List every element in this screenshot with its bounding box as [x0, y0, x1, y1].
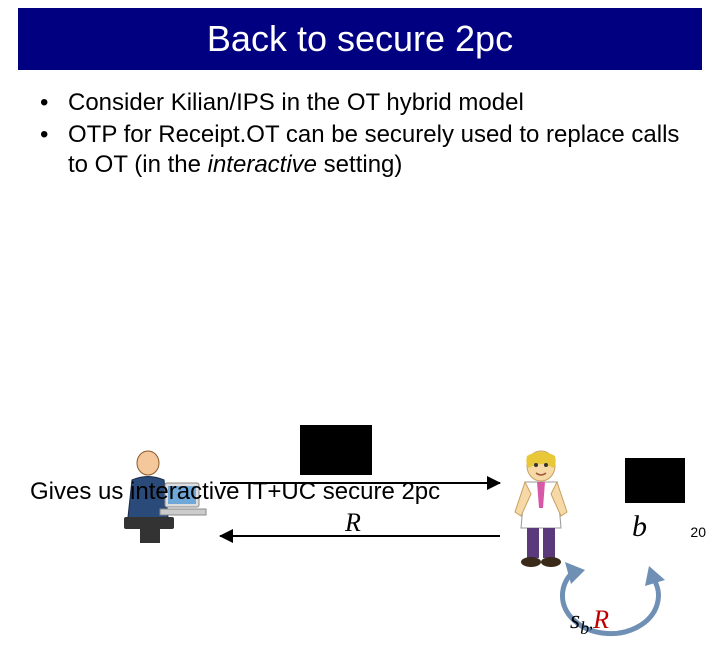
bullet-item: • Consider Kilian/IPS in the OT hybrid m…: [40, 88, 690, 118]
label-R: R: [345, 508, 361, 538]
slide-title: Back to secure 2pc: [38, 18, 682, 60]
redacted-box: [300, 425, 372, 475]
bullet-item: • OTP for Receipt.OT can be securely use…: [40, 120, 690, 180]
diagram-area: R b sb,R: [0, 190, 720, 385]
title-bar: Back to secure 2pc: [18, 8, 702, 70]
label-R2: R: [593, 605, 609, 634]
label-s: s: [570, 605, 580, 634]
label-sub-b: b: [580, 618, 589, 638]
bullet-mark: •: [40, 88, 68, 118]
bullet-text: OTP for Receipt.OT can be securely used …: [68, 120, 690, 180]
loop-arrow-icon: [545, 550, 675, 650]
label-b: b: [632, 510, 647, 544]
bottom-text: Gives us interactive IT+UC secure 2pc: [30, 478, 440, 506]
redacted-box: [625, 458, 685, 503]
bullet-text: Consider Kilian/IPS in the OT hybrid mod…: [68, 88, 524, 118]
label-sbR: sb,R: [570, 605, 609, 639]
page-number: 20: [690, 524, 706, 540]
bullet-list: • Consider Kilian/IPS in the OT hybrid m…: [40, 88, 690, 180]
bullet-mark: •: [40, 120, 68, 150]
